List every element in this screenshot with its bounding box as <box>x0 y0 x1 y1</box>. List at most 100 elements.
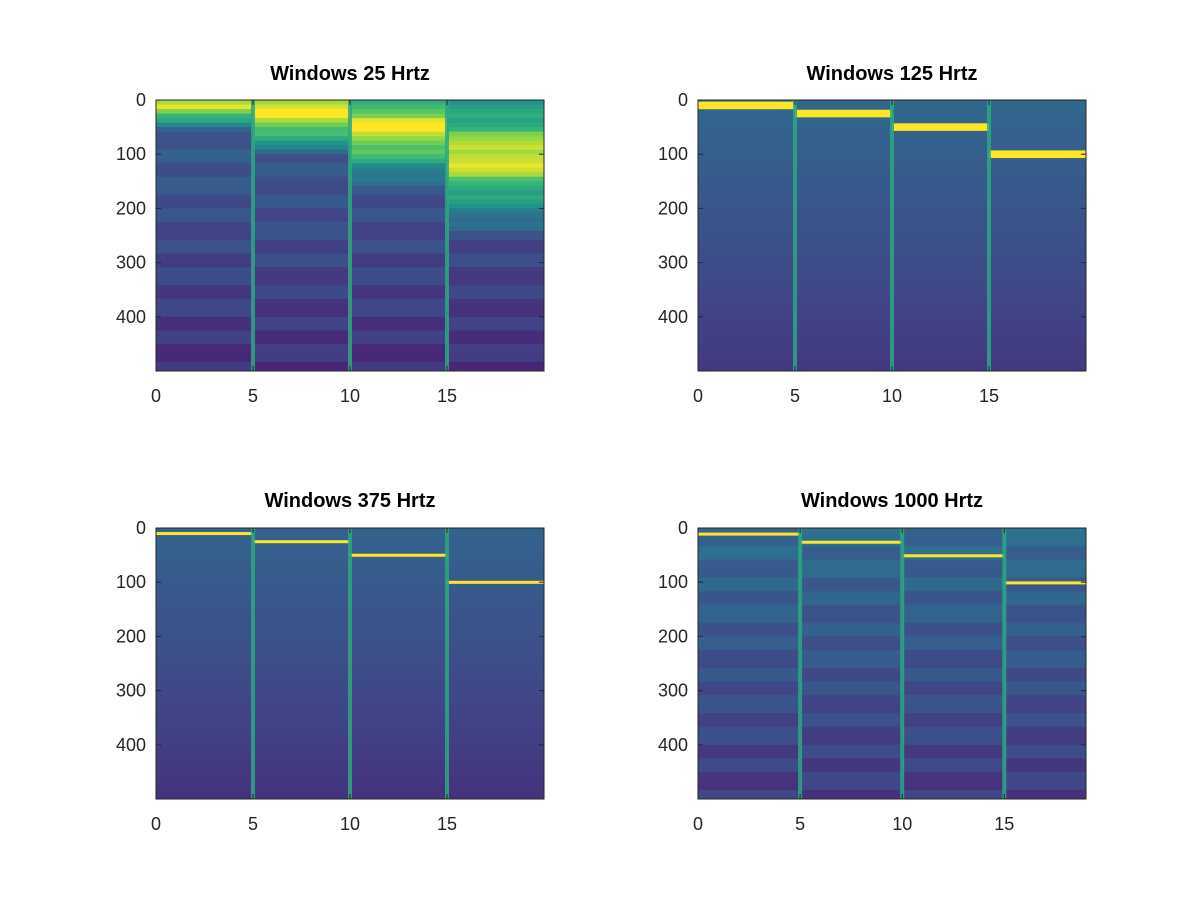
heatmap-cell <box>156 613 254 619</box>
heatmap-cell <box>698 136 796 142</box>
heatmap-cell <box>447 145 544 151</box>
heatmap-cell <box>253 713 351 719</box>
heatmap-cell <box>902 740 1005 746</box>
x-tick-label: 5 <box>790 386 800 406</box>
ridge-line <box>902 554 1005 558</box>
heatmap-cell <box>892 298 990 304</box>
x-tick-label: 15 <box>979 386 999 406</box>
heatmap-cell <box>350 695 448 701</box>
heatmap-cell <box>795 185 893 191</box>
heatmap-cell <box>156 307 254 313</box>
heatmap-cell <box>902 690 1005 696</box>
heatmap-cell <box>892 366 990 371</box>
heatmap-cell <box>902 600 1005 606</box>
heatmap-cell <box>156 190 254 196</box>
heatmap-cell <box>795 131 893 137</box>
heatmap-cell <box>800 780 903 786</box>
heatmap-cell <box>156 149 254 155</box>
heatmap-cell <box>447 212 544 218</box>
segment-boundary <box>445 528 449 799</box>
heatmap-cell <box>1004 600 1086 606</box>
heatmap-cell <box>800 785 903 791</box>
heatmap-cell <box>350 740 448 746</box>
heatmap-cell <box>253 622 351 628</box>
heatmap-cell <box>447 298 544 304</box>
heatmap-cell <box>350 595 448 601</box>
heatmap-cell <box>350 618 448 624</box>
heatmap-cell <box>989 199 1086 205</box>
x-tick-label: 0 <box>151 386 161 406</box>
heatmap-cell <box>253 357 351 363</box>
heatmap-cell <box>698 681 801 687</box>
heatmap-cell <box>156 244 254 250</box>
heatmap-cell <box>253 208 351 214</box>
heatmap-cell <box>447 118 544 124</box>
heatmap-cell <box>989 104 1086 110</box>
segment-boundary <box>348 528 352 799</box>
heatmap-cell <box>253 609 351 615</box>
subplot-title: Windows 25 Hrtz <box>270 63 430 85</box>
heatmap-cell <box>156 622 254 628</box>
segment-boundary <box>251 528 255 799</box>
heatmap-cell <box>698 776 801 782</box>
heatmap-cell <box>350 258 448 264</box>
heatmap-cell <box>447 699 544 705</box>
heatmap-cell <box>1004 564 1086 570</box>
heatmap-cell <box>350 208 448 214</box>
y-tick-label: 0 <box>678 90 688 110</box>
heatmap-cell <box>795 321 893 327</box>
heatmap-cell <box>902 789 1005 795</box>
heatmap-cell <box>253 343 351 349</box>
heatmap-cell <box>253 316 351 322</box>
heatmap-cell <box>156 235 254 241</box>
y-tick-label: 400 <box>116 307 146 327</box>
heatmap-cell <box>447 249 544 255</box>
heatmap-cell <box>350 244 448 250</box>
heatmap-cell <box>447 753 544 759</box>
heatmap-image <box>698 100 1086 371</box>
heatmap-cell <box>795 294 893 300</box>
heatmap-cell <box>902 618 1005 624</box>
heatmap-cell <box>447 109 544 115</box>
heatmap-cell <box>156 348 254 354</box>
heatmap-cell <box>447 221 544 227</box>
heatmap-cell <box>1004 731 1086 737</box>
heatmap-cell <box>698 722 801 728</box>
heatmap-cell <box>156 640 254 646</box>
heatmap-cell <box>989 361 1086 367</box>
heatmap-cell <box>698 230 796 236</box>
heatmap-cell <box>698 658 801 664</box>
heatmap-cell <box>902 537 1005 543</box>
heatmap-cell <box>253 163 351 169</box>
heatmap-cell <box>156 740 254 746</box>
heatmap-cell <box>795 163 893 169</box>
heatmap-cell <box>892 172 990 178</box>
heatmap-cell <box>698 699 801 705</box>
heatmap-cell <box>350 550 448 556</box>
heatmap-cell <box>800 622 903 628</box>
heatmap-cell <box>892 303 990 309</box>
heatmap-cell <box>800 663 903 669</box>
heatmap-cell <box>350 672 448 678</box>
heatmap-cell <box>350 559 448 565</box>
heatmap-cell <box>156 609 254 615</box>
heatmap-cell <box>795 361 893 367</box>
heatmap-cell <box>447 789 544 795</box>
heatmap-cell <box>156 212 254 218</box>
heatmap-cell <box>253 668 351 674</box>
heatmap-cell <box>447 240 544 246</box>
heatmap-cell <box>1004 668 1086 674</box>
heatmap-cell <box>447 262 544 268</box>
heatmap-cell <box>156 334 254 340</box>
heatmap-cell <box>156 595 254 601</box>
heatmap-cell <box>156 217 254 223</box>
heatmap-cell <box>698 640 801 646</box>
heatmap-cell <box>800 722 903 728</box>
heatmap-cell <box>350 640 448 646</box>
heatmap-cell <box>350 532 448 538</box>
heatmap-cell <box>350 194 448 200</box>
heatmap-cell <box>1004 753 1086 759</box>
heatmap-cell <box>795 280 893 286</box>
heatmap-cell <box>989 122 1086 128</box>
heatmap-cell <box>156 312 254 318</box>
